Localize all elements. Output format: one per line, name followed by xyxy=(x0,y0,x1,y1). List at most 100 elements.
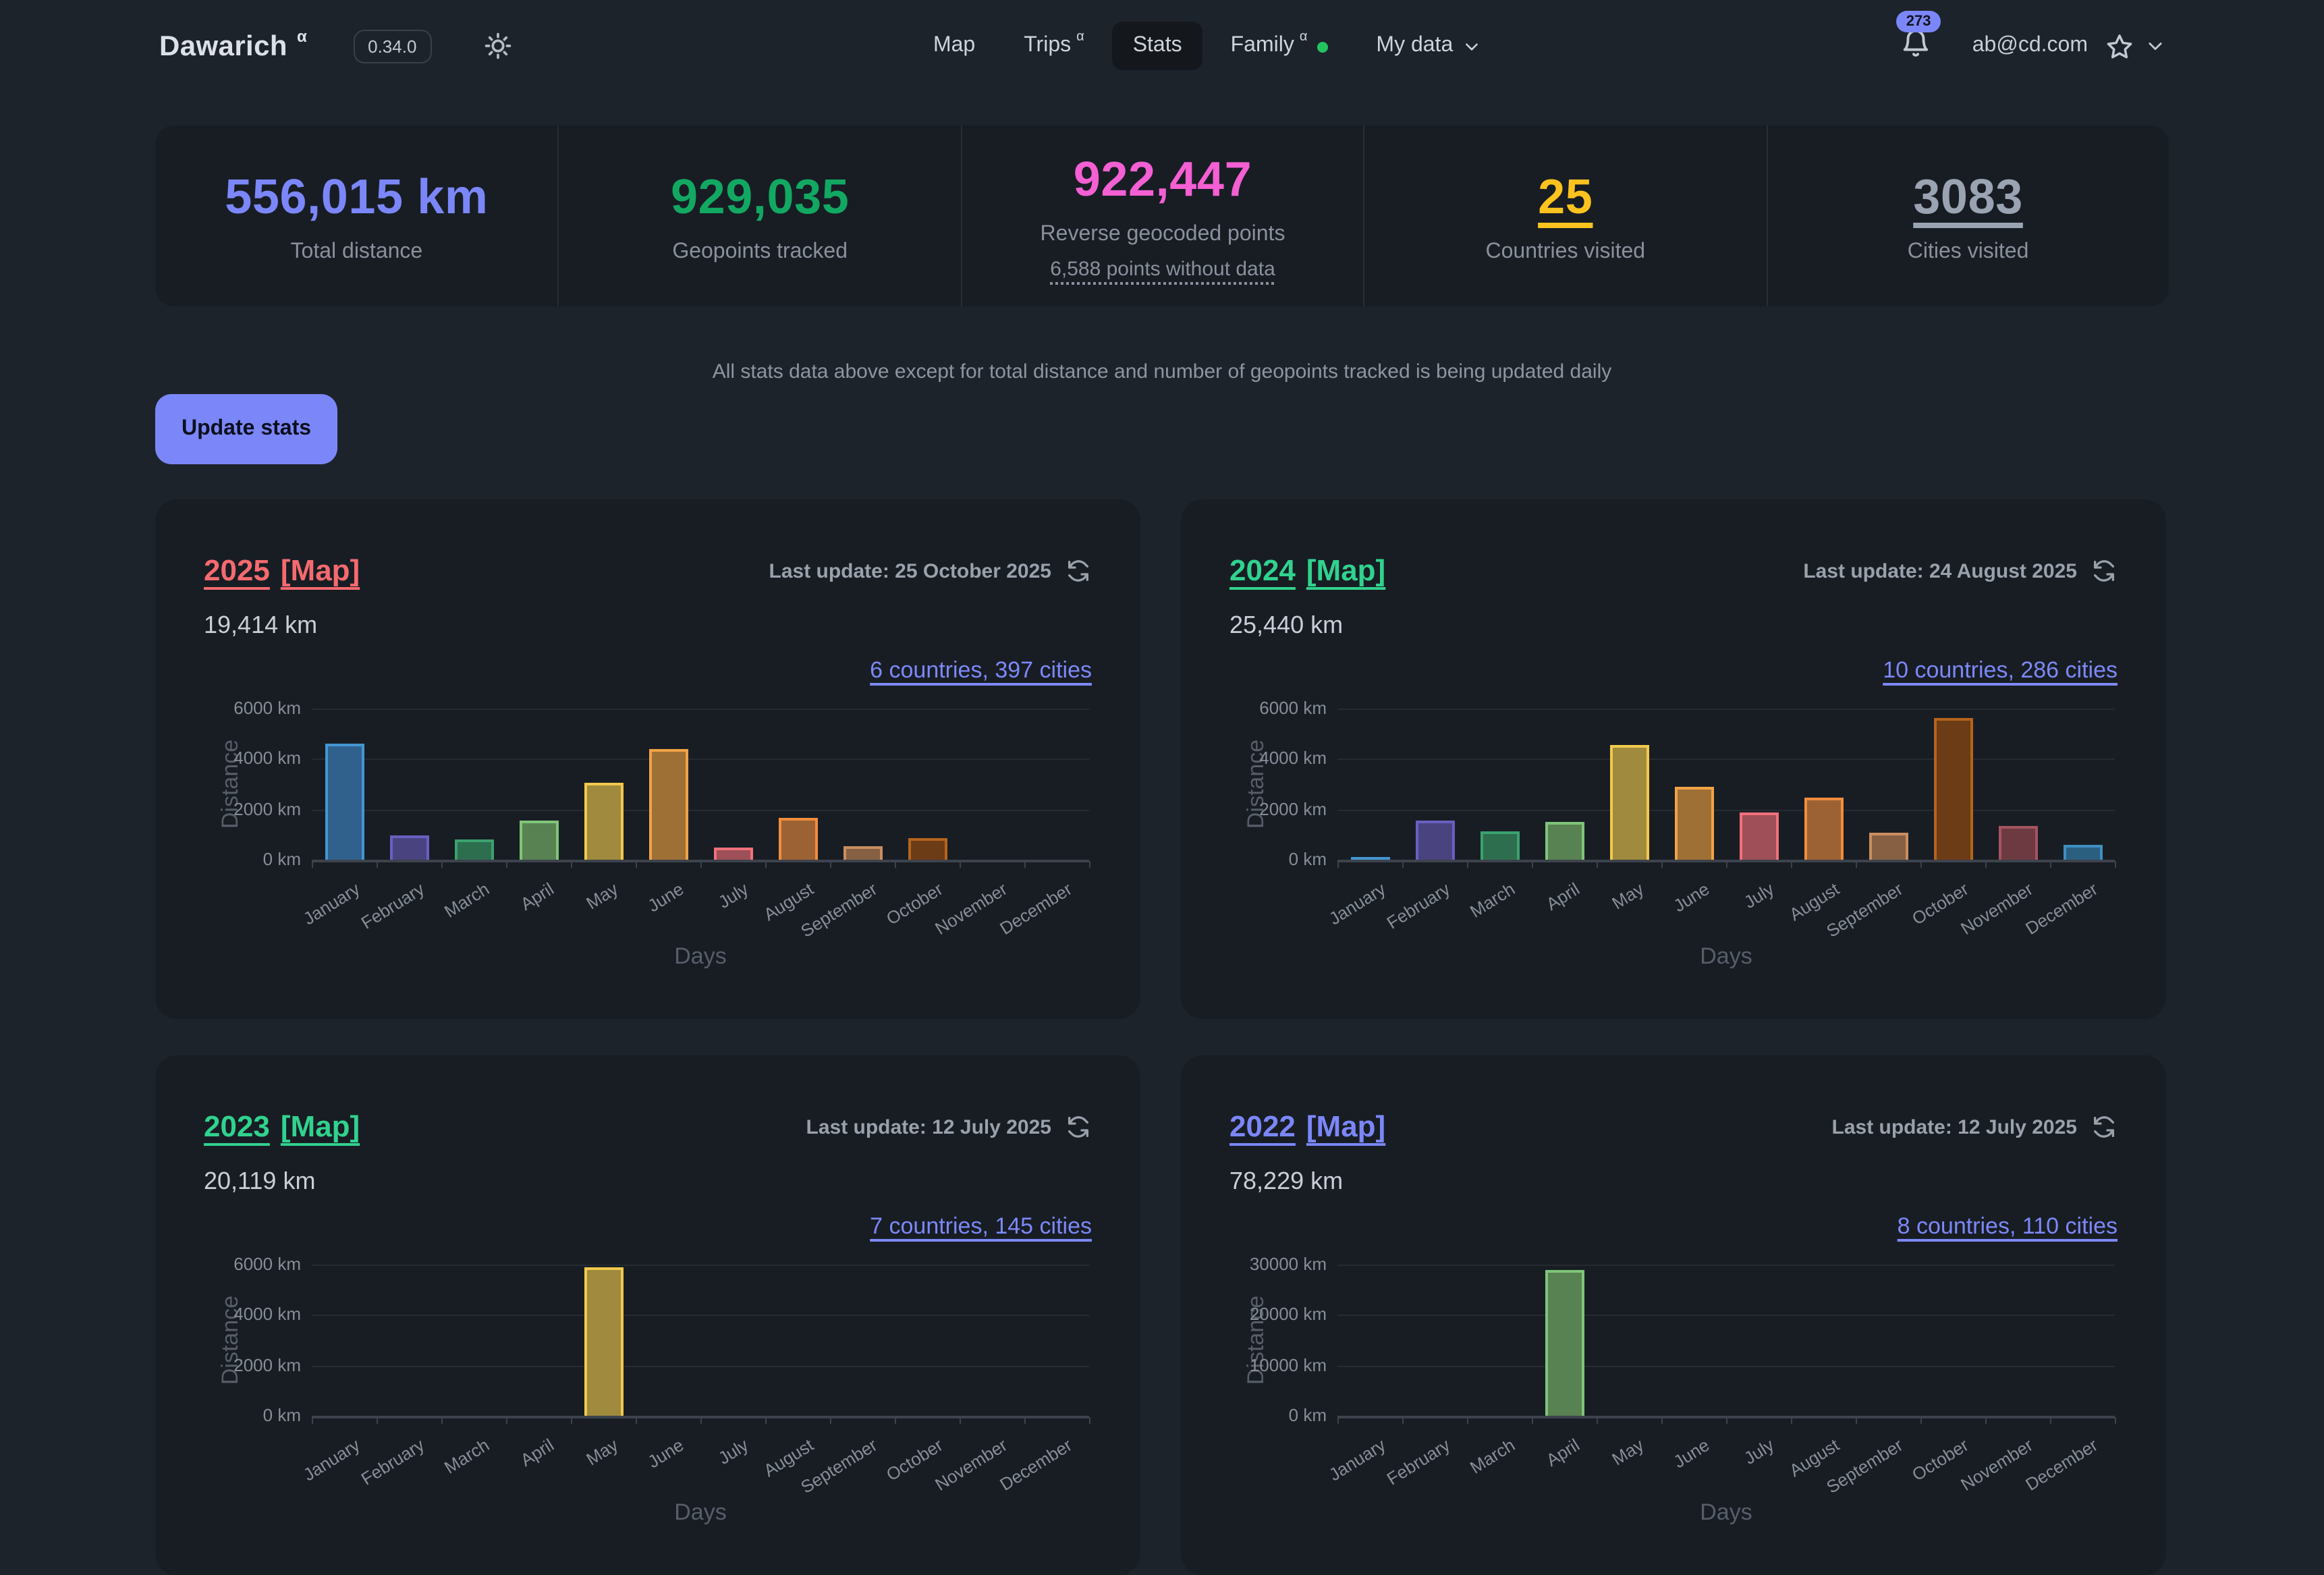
countries-cities-link[interactable]: 10 countries, 286 cities xyxy=(1883,657,2118,683)
x-tick-mark xyxy=(571,1417,572,1424)
grid-line xyxy=(312,709,1089,710)
x-tick-label: May xyxy=(1609,879,1648,914)
x-tick-label: April xyxy=(516,879,557,915)
map-link[interactable]: [Map] xyxy=(1306,1109,1386,1143)
refresh-icon[interactable] xyxy=(2091,1113,2118,1140)
theme-toggle-button[interactable] xyxy=(482,31,512,61)
bar-january xyxy=(1350,857,1389,860)
nav-item-family[interactable]: Family α xyxy=(1211,22,1348,70)
x-tick-mark xyxy=(636,861,637,868)
alpha-badge: α xyxy=(1076,30,1084,45)
stat-value: 3083 xyxy=(1913,168,2023,223)
x-axis-title: Days xyxy=(674,943,727,969)
last-update-text: Last update: 12 July 2025 xyxy=(1831,1115,2078,1138)
grid-line xyxy=(312,809,1089,811)
bar-october xyxy=(1933,718,1972,860)
notification-count-badge: 273 xyxy=(1896,11,1941,33)
x-tick-mark xyxy=(765,861,767,868)
y-tick-label: 2000 km xyxy=(233,798,301,819)
user-menu-button[interactable] xyxy=(2146,36,2165,55)
x-tick-mark xyxy=(441,861,443,868)
year-card-2025: 2025 [Map] Last update: 25 October 2025 1… xyxy=(155,499,1140,1019)
x-tick-label: March xyxy=(1466,1435,1518,1478)
x-tick-mark xyxy=(1402,1417,1404,1424)
nav-item-stats[interactable]: Stats xyxy=(1112,22,1202,70)
x-tick-label: December xyxy=(2022,879,2101,939)
points-without-data-link[interactable]: 6,588 points without data xyxy=(1050,258,1275,281)
notifications-button[interactable]: 273 xyxy=(1896,11,1941,65)
nav-item-trips[interactable]: Trips α xyxy=(1003,22,1105,70)
grid-line xyxy=(1337,1365,2115,1367)
y-axis-title: Distance xyxy=(1243,1295,1269,1385)
year-link[interactable]: 2022 xyxy=(1229,1109,1296,1143)
year-distance: 78,229 km xyxy=(1229,1167,1344,1194)
user-email[interactable]: ab@cd.com xyxy=(1972,34,2088,57)
summary-stats-panel: 556,015 km Total distance 929,035 Geopoi… xyxy=(155,126,2169,306)
bar-april xyxy=(1545,822,1584,860)
x-tick-label: November xyxy=(1957,879,2037,939)
year-link[interactable]: 2023 xyxy=(204,1109,270,1143)
chevron-down-icon xyxy=(1465,43,1478,51)
x-tick-label: May xyxy=(583,879,622,914)
y-tick-label: 20000 km xyxy=(1249,1304,1327,1325)
app-name: Dawarich xyxy=(159,30,287,61)
countries-cities-link[interactable]: 7 countries, 145 cities xyxy=(870,1213,1092,1239)
y-tick-label: 6000 km xyxy=(233,1254,301,1274)
map-link[interactable]: [Map] xyxy=(280,1109,360,1143)
refresh-icon[interactable] xyxy=(1065,1113,1092,1140)
stat-label: Reverse geocoded points xyxy=(1040,223,1285,246)
nav-label: Family xyxy=(1230,34,1294,57)
bar-march xyxy=(1480,831,1519,860)
countries-cities-link[interactable]: 6 countries, 397 cities xyxy=(870,657,1092,683)
map-link[interactable]: [Map] xyxy=(1306,553,1386,587)
countries-cities-link[interactable]: 8 countries, 110 cities xyxy=(1897,1213,2118,1239)
x-tick-mark xyxy=(1597,861,1598,868)
refresh-icon[interactable] xyxy=(2091,557,2118,584)
x-tick-mark xyxy=(377,1417,378,1424)
x-tick-label: April xyxy=(516,1435,557,1471)
stat-cities-visited: 3083 Cities visited xyxy=(1766,126,2169,306)
update-stats-button[interactable]: Update stats xyxy=(155,394,337,464)
user-area: 273 ab@cd.com xyxy=(1896,11,2165,65)
year-distance: 19,414 km xyxy=(204,611,318,638)
x-tick-mark xyxy=(1337,1417,1339,1424)
stat-value: 922,447 xyxy=(1073,151,1252,206)
x-tick-mark xyxy=(1089,861,1090,868)
x-tick-mark xyxy=(441,1417,443,1424)
x-tick-label: June xyxy=(1669,1435,1713,1472)
x-axis-title: Days xyxy=(674,1499,727,1525)
monthly-distance-chart: Distance 0 km 2000 km 4000 km 6000 km January… xyxy=(1229,692,2118,969)
x-tick-mark xyxy=(1467,861,1468,868)
grid-line xyxy=(312,1265,1089,1266)
x-tick-label: February xyxy=(357,879,428,933)
favorite-button[interactable] xyxy=(2105,32,2134,60)
x-tick-mark xyxy=(636,1417,637,1424)
x-tick-mark xyxy=(2050,861,2051,868)
grid-line xyxy=(1337,1315,2115,1317)
year-distance: 25,440 km xyxy=(1229,611,1344,638)
bar-august xyxy=(1804,798,1843,860)
nav-item-my-data[interactable]: My data xyxy=(1356,22,1500,70)
nav-item-map[interactable]: Map xyxy=(913,22,995,70)
refresh-icon[interactable] xyxy=(1065,557,1092,584)
stat-label: Total distance xyxy=(290,240,423,262)
bar-august xyxy=(778,818,817,860)
year-link[interactable]: 2024 xyxy=(1229,553,1296,587)
app-logo[interactable]: Dawarich α xyxy=(159,26,307,63)
daily-update-note: All stats data above except for total di… xyxy=(712,360,1612,383)
x-tick-mark xyxy=(1089,1417,1090,1424)
grid-line xyxy=(312,1315,1089,1317)
stat-label: Cities visited xyxy=(1907,240,2029,262)
map-link[interactable]: [Map] xyxy=(280,553,360,587)
x-tick-mark xyxy=(1856,861,1857,868)
year-link[interactable]: 2025 xyxy=(204,553,270,587)
y-tick-label: 2000 km xyxy=(233,1354,301,1375)
x-tick-mark xyxy=(1024,1417,1026,1424)
x-tick-label: June xyxy=(644,1435,687,1472)
bar-february xyxy=(1415,821,1454,860)
x-axis-title: Days xyxy=(1700,943,1752,969)
x-tick-mark xyxy=(1402,861,1404,868)
x-tick-mark xyxy=(1920,1417,1922,1424)
bar-september xyxy=(843,846,882,860)
x-tick-label: April xyxy=(1542,1435,1583,1471)
